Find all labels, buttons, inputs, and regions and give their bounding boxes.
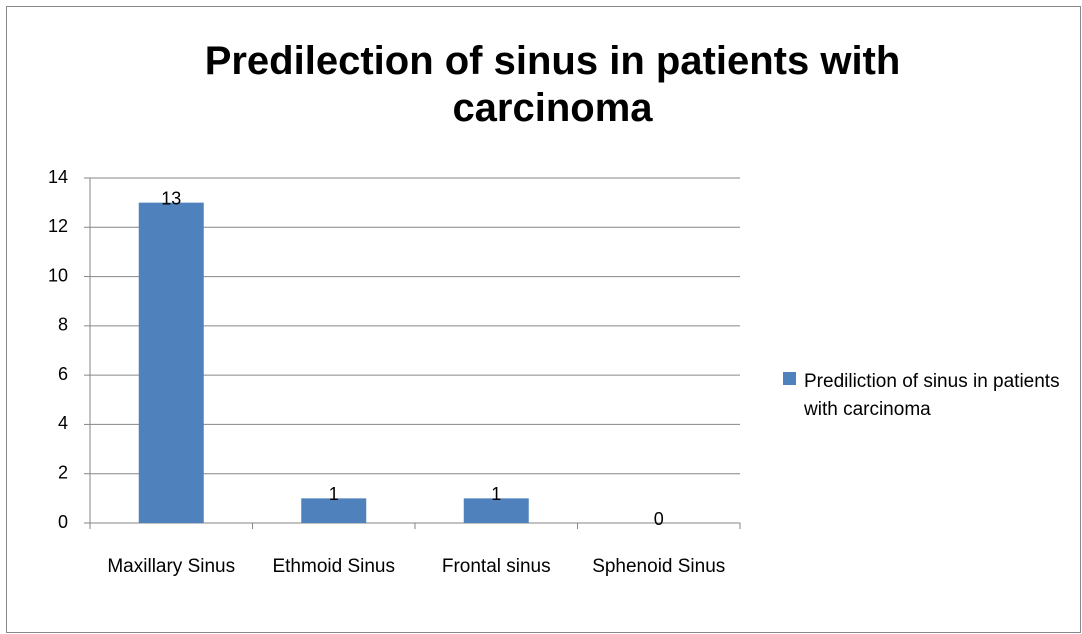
data-label: 0 bbox=[654, 509, 664, 529]
y-tick-label: 2 bbox=[58, 462, 68, 482]
x-tick-label: Sphenoid Sinus bbox=[592, 556, 726, 577]
legend-swatch bbox=[783, 372, 796, 385]
bar bbox=[301, 498, 367, 523]
x-tick-label: Maxillary Sinus bbox=[107, 556, 236, 577]
chart-title: Predilection of sinus in patients with c… bbox=[204, 39, 901, 130]
x-tick-label: Frontal sinus bbox=[441, 556, 551, 577]
y-tick-label: 4 bbox=[58, 413, 68, 433]
y-tick-label: 6 bbox=[58, 364, 68, 384]
y-tick-label: 0 bbox=[58, 512, 68, 532]
y-tick-label: 12 bbox=[48, 216, 68, 236]
data-label: 1 bbox=[329, 484, 339, 504]
y-tick-label: 8 bbox=[58, 315, 68, 335]
data-label: 1 bbox=[491, 484, 501, 504]
bar bbox=[138, 202, 204, 523]
legend-label: Prediliction of sinus in patients with c… bbox=[804, 371, 1060, 420]
y-tick-label: 14 bbox=[48, 167, 68, 187]
data-label: 13 bbox=[161, 188, 181, 208]
x-tick-label: Ethmoid Sinus bbox=[272, 556, 395, 577]
y-tick-label: 10 bbox=[48, 265, 68, 285]
bar bbox=[463, 498, 529, 523]
chart-border bbox=[6, 6, 1081, 633]
